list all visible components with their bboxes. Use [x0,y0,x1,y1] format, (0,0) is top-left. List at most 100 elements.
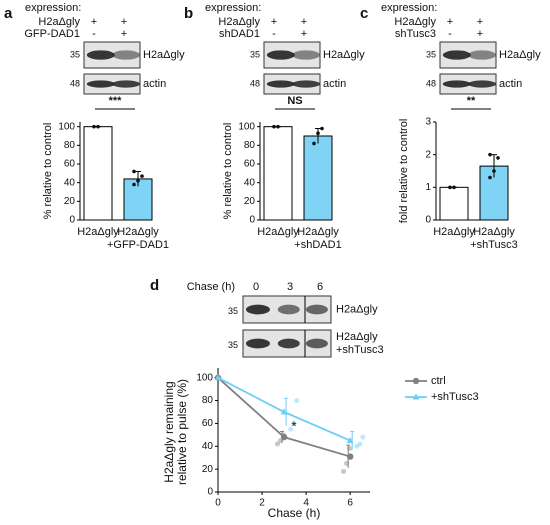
y-tick-label: 40 [244,177,256,188]
data-point [276,124,280,129]
data-point [488,175,492,180]
y-tick-label: 80 [202,395,214,406]
condition-sign: + [447,16,453,28]
condition-sign: - [448,28,452,40]
marker [346,453,354,460]
panel-letter: d [150,277,159,294]
blot-band [305,304,328,315]
blot-band [112,50,140,60]
y-tick-label: 20 [244,196,256,207]
blot-band [266,80,295,88]
condition-name: shTusc3 [395,28,436,40]
data-point [132,169,136,174]
data-point [488,152,492,157]
mw-marker: 35 [70,49,80,59]
data-point [140,174,144,178]
x-tick-label: 4 [303,498,309,509]
x-tick-label: H2aΔgly [433,226,475,238]
data-point [316,131,320,135]
marker [346,437,354,444]
blot-label: H2aΔgly [499,49,541,61]
series-line [217,377,351,458]
blot-band [277,304,300,315]
replicate-point [341,468,347,474]
marker [280,408,288,415]
y-axis-label: fold relative to control [398,119,410,224]
blot-band [86,50,115,60]
y-tick-label: 1 [425,182,431,193]
condition-sign: + [271,16,277,28]
blot-band [245,338,270,349]
blot-label: H2aΔgly +shTusc3 [336,331,384,356]
condition-sign: + [301,28,307,40]
condition-sign: + [477,28,483,40]
legend-marker [412,393,420,400]
lane-label: 6 [317,281,323,293]
condition-sign: - [272,28,276,40]
blot-label: H2aΔgly [336,303,378,315]
data-point [312,141,316,146]
x-tick-label: H2aΔgly +shTusc3 [470,226,518,251]
condition-sign: + [121,28,127,40]
blot-band [86,80,115,88]
y-axis-label: H2aΔgly remainingrelative to pulse (%) [162,379,189,485]
annotation: * [291,418,296,433]
bar [123,178,153,221]
y-tick-label: 0 [207,487,213,498]
data-point [496,156,500,160]
bar [263,126,293,221]
blot-band [305,338,328,349]
condition-sign: + [91,16,97,28]
blot-band [277,338,300,349]
significance: ** [467,95,476,107]
mw-marker: 35 [228,306,238,316]
blot-label: actin [143,78,166,90]
replicate-point [288,426,294,432]
mw-marker: 35 [250,49,260,59]
y-axis-label: % relative to control [42,123,54,220]
condition-sign: + [121,16,127,28]
x-tick-label: 2 [259,498,265,509]
x-tick-label: 0 [215,498,221,509]
blot-band [442,50,471,60]
data-point [448,185,452,190]
x-tick-label: H2aΔgly +GFP-DAD1 [107,226,169,251]
panel-letter: a [4,5,13,22]
y-tick-label: 0 [425,215,431,226]
mw-marker: 48 [250,78,260,88]
y-tick-label: 100 [58,121,75,132]
marker [214,374,222,381]
bar [303,135,333,221]
header: expression: [25,2,81,14]
condition-sign: + [477,16,483,28]
mw-marker: 48 [70,78,80,88]
blot-label: H2aΔgly [143,49,185,61]
blot-band [245,304,270,315]
mw-marker: 35 [426,49,436,59]
data-point [272,124,276,129]
replicate-point [291,420,297,426]
replicate-point [294,398,300,404]
condition-sign: + [301,16,307,28]
legend-marker [412,377,420,385]
x-tick-label: H2aΔgly +shDAD1 [294,226,341,251]
condition-name: H2aΔgly [218,16,260,28]
y-tick-label: 80 [244,140,256,151]
y-tick-label: 0 [69,215,75,226]
y-tick-label: 0 [249,215,255,226]
data-point [452,185,456,190]
blot-band [292,80,320,88]
blot-band [266,50,295,60]
lane-label: 0 [253,281,259,293]
data-point [492,169,496,173]
legend-label: ctrl [431,375,446,387]
blot-label: actin [499,78,522,90]
condition-sign: - [92,28,96,40]
replicate-point [354,443,360,449]
y-tick-label: 40 [202,441,214,452]
blot-band [442,80,471,88]
panel-letter: b [184,5,193,22]
replicate-point [357,441,363,447]
y-tick-label: 20 [202,464,214,475]
